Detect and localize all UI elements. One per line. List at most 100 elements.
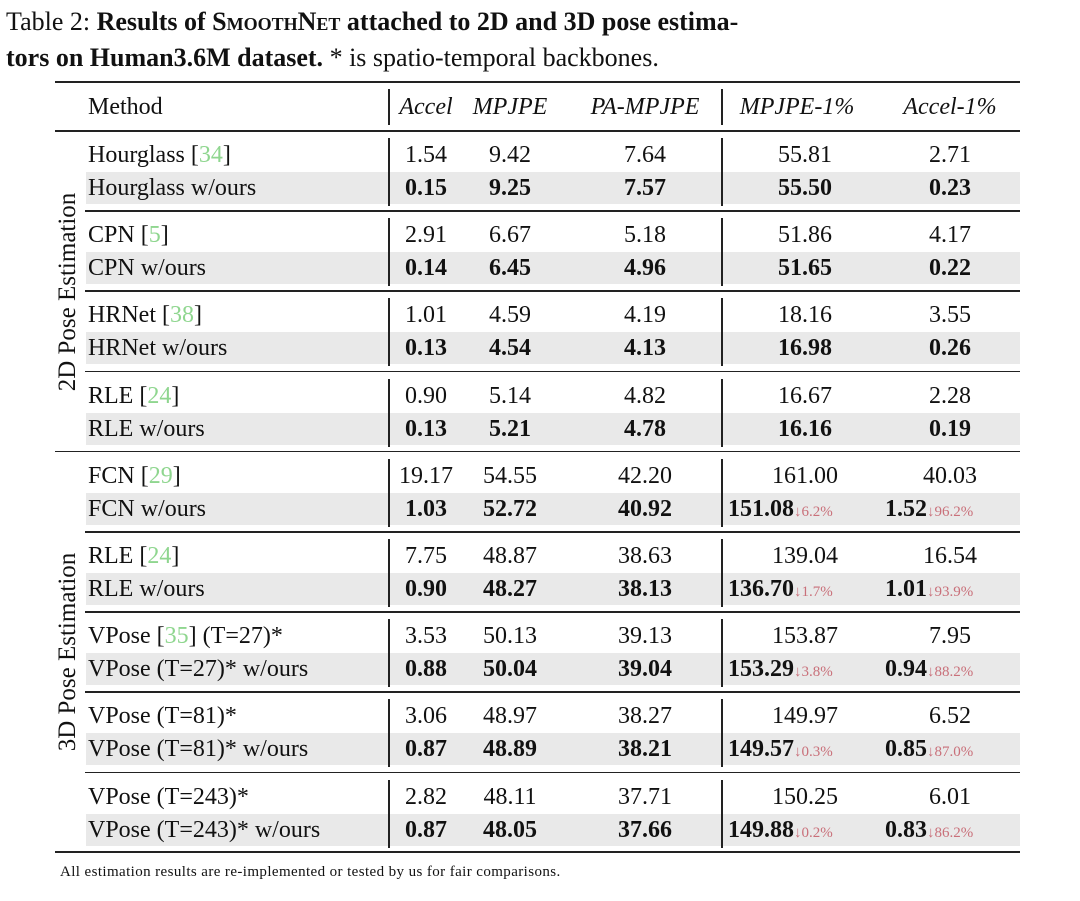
reduction-delta: ↓86.2%: [927, 824, 974, 841]
table-cell: 1.01: [405, 302, 447, 329]
column-divider: [388, 138, 390, 206]
table-cell-bold: 0.13: [405, 335, 447, 362]
table-cell: 2.71: [929, 142, 971, 168]
table-cell-bold: 0.87: [405, 816, 447, 843]
table-cell: 149.97: [772, 703, 838, 730]
table-cell-bold: 48.89: [483, 736, 537, 763]
table-cell-bold: 0.26: [929, 335, 971, 362]
table-cell: 6.01: [929, 783, 971, 810]
method-name-ours: Hourglass w/ours: [88, 175, 257, 201]
citation-link[interactable]: 29: [148, 462, 173, 489]
table-cell-bold: 50.04: [483, 656, 537, 683]
table-cell-bold: 4.96: [624, 255, 666, 282]
column-divider: [721, 458, 723, 527]
column-divider: [721, 378, 723, 447]
table-cell-bold: 151.08↓6.2%: [728, 494, 833, 527]
reduction-delta: ↓96.2%: [927, 503, 974, 520]
table-cell: 7.95: [929, 623, 971, 650]
group-rule: [55, 450, 1020, 453]
table-cell: 16.54: [923, 543, 977, 569]
method-label: RLE: [88, 543, 134, 569]
reduction-delta: ↓87.0%: [927, 744, 974, 761]
table-cell-bold: 7.57: [624, 175, 666, 201]
table-cell: 150.25: [772, 783, 838, 810]
table-cell-bold: 0.88: [405, 656, 447, 683]
table-cell: 139.04: [772, 543, 838, 569]
table-cell-bold: 1.01↓93.9%: [885, 574, 973, 607]
table-cell: 4.17: [929, 222, 971, 249]
table-cell: 3.53: [405, 623, 447, 650]
method-label: VPose (T=81)*: [88, 703, 237, 730]
method-name-ours: HRNet w/ours: [88, 335, 228, 362]
table-cell: 9.42: [489, 142, 531, 168]
table-caption-line-2: tors on Human3.6M dataset. * is spatio-t…: [6, 40, 1076, 76]
reduction-delta: ↓88.2%: [927, 664, 974, 681]
method-name-ours: FCN w/ours: [88, 495, 207, 522]
table-cell: 48.87: [483, 543, 537, 569]
table-cell: 40.03: [923, 462, 977, 489]
table-cell: 39.13: [618, 623, 672, 650]
group-rule: [85, 370, 1020, 373]
column-divider: [721, 619, 723, 688]
table-cell-bold: 0.83↓86.2%: [885, 815, 973, 848]
citation-link[interactable]: 24: [147, 543, 172, 569]
table-cell: 3.55: [929, 302, 971, 329]
method-name: CPN [5]: [88, 222, 169, 249]
table-cell-bold: 16.98: [778, 335, 832, 362]
table-cell: 50.13: [483, 623, 537, 650]
value: 0.83: [885, 816, 927, 843]
group-label-2d: 2D Pose Estimation: [54, 192, 81, 392]
table-cell-bold: 6.45: [489, 255, 531, 282]
table-cell-bold: 9.25: [489, 175, 531, 201]
method-name: VPose (T=81)*: [88, 701, 237, 731]
citation-link[interactable]: 24: [147, 382, 172, 409]
column-divider: [721, 218, 723, 287]
table-cell-bold: 5.21: [489, 415, 531, 442]
top-rule: [55, 81, 1020, 83]
table-cell-bold: 0.19: [929, 415, 971, 442]
table-cell: 6.67: [489, 222, 531, 249]
table-cell-bold: 0.85↓87.0%: [885, 734, 973, 767]
table-cell: 0.90: [405, 382, 447, 409]
column-divider: [721, 89, 723, 125]
table-cell: 18.16: [778, 302, 832, 329]
table-cell: 19.17: [399, 462, 453, 489]
column-divider: [721, 699, 723, 768]
value: 1.52: [885, 495, 927, 522]
table-cell: 161.00: [772, 462, 838, 489]
column-divider: [721, 539, 723, 607]
header-pa-mpjpe: PA-MPJPE: [590, 94, 700, 120]
table-cell-bold: 1.52↓96.2%: [885, 494, 973, 527]
table-cell: 48.11: [483, 783, 537, 810]
group-rule: [85, 611, 1020, 613]
table-cell: 5.14: [489, 382, 531, 409]
table-cell-bold: 0.13: [405, 415, 447, 442]
method-label: VPose: [88, 623, 151, 650]
table-cell: 38.63: [618, 543, 672, 569]
table-cell: 2.28: [929, 382, 971, 409]
table-cell-bold: 4.78: [624, 415, 666, 442]
method-name-ours: VPose (T=243)* w/ours: [88, 816, 321, 843]
table-cell: 55.81: [778, 142, 832, 168]
table-cell: 42.20: [618, 462, 672, 489]
table-cell-bold: 4.54: [489, 335, 531, 362]
table-cell-bold: 55.50: [778, 175, 832, 201]
table-cell-bold: 149.88↓0.2%: [728, 815, 833, 848]
value: 136.70: [728, 576, 794, 602]
method-label: VPose (T=243)*: [88, 783, 249, 810]
table-cell-bold: 48.27: [483, 576, 537, 602]
column-divider: [388, 298, 390, 367]
header-mpjpe: MPJPE: [472, 94, 548, 120]
column-divider: [388, 779, 390, 848]
table-cell: 2.91: [405, 222, 447, 249]
column-divider: [388, 619, 390, 688]
citation-link[interactable]: 5: [148, 222, 161, 249]
column-divider: [388, 458, 390, 527]
highlight-row-background: [86, 332, 1020, 365]
citation-link[interactable]: 34: [198, 142, 223, 168]
citation-link[interactable]: 38: [170, 302, 194, 329]
table-cell: 54.55: [483, 462, 537, 489]
citation-link[interactable]: 35: [164, 623, 189, 650]
method-label: RLE: [88, 382, 140, 409]
caption-note: * is spatio-temporal backbones.: [323, 43, 659, 72]
